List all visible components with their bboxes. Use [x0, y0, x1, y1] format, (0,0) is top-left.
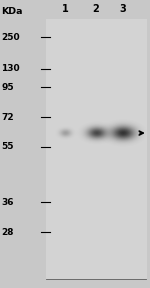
Text: KDa: KDa	[2, 7, 23, 16]
Text: 130: 130	[2, 64, 20, 73]
Text: 1: 1	[62, 4, 69, 14]
Text: 28: 28	[2, 228, 14, 237]
Bar	[46, 20, 146, 279]
Text: 2: 2	[93, 4, 99, 14]
Text: 72: 72	[2, 113, 14, 122]
Text: 250: 250	[2, 33, 20, 42]
Text: 55: 55	[2, 142, 14, 151]
Text: 36: 36	[2, 198, 14, 207]
Text: 95: 95	[2, 83, 14, 92]
Text: 3: 3	[120, 4, 126, 14]
